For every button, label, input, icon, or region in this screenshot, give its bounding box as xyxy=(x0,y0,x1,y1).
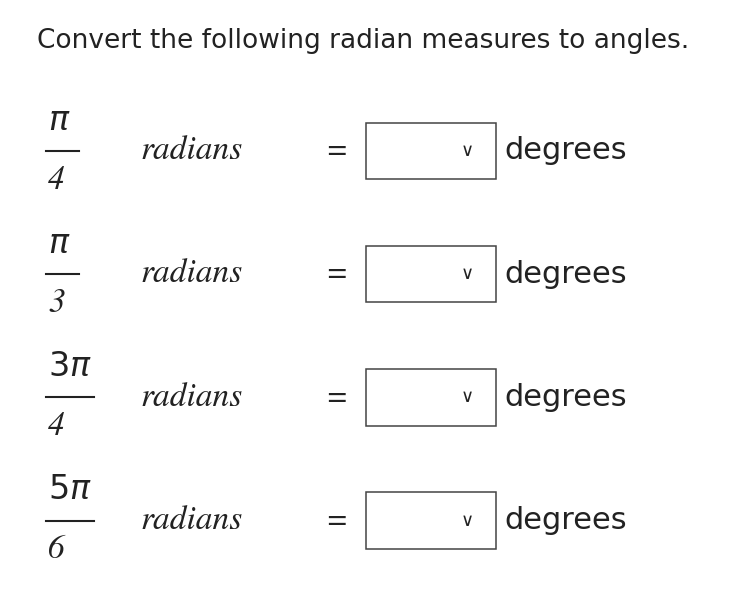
Text: 4: 4 xyxy=(48,411,65,442)
Text: degrees: degrees xyxy=(505,506,628,535)
Text: $5\pi$: $5\pi$ xyxy=(48,476,92,506)
Text: $\pi$: $\pi$ xyxy=(48,229,70,260)
Text: degrees: degrees xyxy=(505,259,628,289)
Text: radians: radians xyxy=(141,382,243,413)
Text: ∨: ∨ xyxy=(461,511,474,530)
FancyBboxPatch shape xyxy=(366,123,496,179)
FancyBboxPatch shape xyxy=(366,246,496,302)
Text: =: = xyxy=(326,505,348,536)
Text: $\pi$: $\pi$ xyxy=(48,106,70,137)
Text: $3\pi$: $3\pi$ xyxy=(48,352,92,383)
Text: ∨: ∨ xyxy=(461,388,474,407)
Text: =: = xyxy=(326,259,348,290)
Text: ∨: ∨ xyxy=(461,265,474,283)
Text: 3: 3 xyxy=(48,288,65,319)
Text: radians: radians xyxy=(141,136,243,166)
Text: 6: 6 xyxy=(48,535,65,565)
Text: radians: radians xyxy=(141,505,243,536)
Text: degrees: degrees xyxy=(505,136,628,166)
Text: ∨: ∨ xyxy=(461,142,474,160)
Text: =: = xyxy=(326,382,348,413)
Text: radians: radians xyxy=(141,259,243,290)
Text: 4: 4 xyxy=(48,165,65,196)
Text: =: = xyxy=(326,136,348,166)
FancyBboxPatch shape xyxy=(366,492,496,549)
FancyBboxPatch shape xyxy=(366,369,496,426)
Text: Convert the following radian measures to angles.: Convert the following radian measures to… xyxy=(37,28,689,54)
Text: degrees: degrees xyxy=(505,383,628,412)
